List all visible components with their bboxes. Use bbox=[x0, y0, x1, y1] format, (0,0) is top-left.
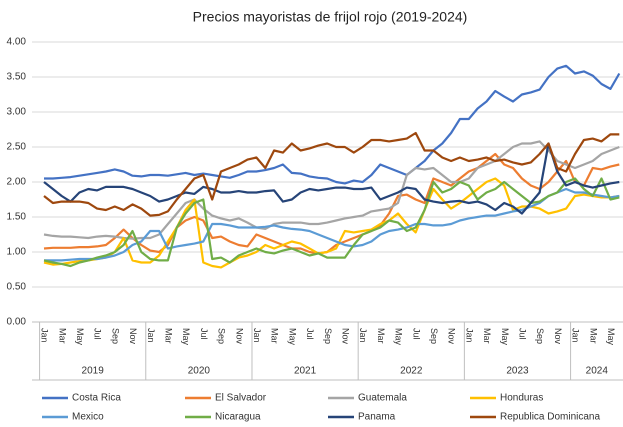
legend-label: Costa Rica bbox=[72, 393, 121, 404]
x-tick-label: Nov bbox=[341, 328, 351, 345]
x-tick-label: May bbox=[287, 328, 297, 346]
legend-label: Guatemala bbox=[358, 393, 407, 404]
x-tick-label: Mar bbox=[270, 328, 280, 344]
x-tick-label: May bbox=[181, 328, 191, 346]
x-tick-label: Jul bbox=[518, 328, 528, 340]
x-tick-label: Mar bbox=[376, 328, 386, 344]
x-tick-label: Sep bbox=[535, 328, 545, 344]
y-tick-label: 1.00 bbox=[7, 247, 27, 258]
year-label: 2024 bbox=[586, 366, 609, 377]
series-line bbox=[44, 64, 621, 185]
x-tick-label: Jan bbox=[358, 328, 368, 343]
x-tick-label: Sep bbox=[110, 328, 120, 344]
x-tick-label: Nov bbox=[553, 328, 563, 345]
series-line bbox=[43, 152, 620, 255]
y-tick-label: 0.50 bbox=[7, 282, 27, 293]
year-label: 2022 bbox=[400, 366, 423, 377]
year-label: 2019 bbox=[82, 366, 105, 377]
legend-label: Honduras bbox=[500, 393, 543, 404]
y-tick-label: 2.00 bbox=[7, 177, 27, 188]
x-tick-label: Mar bbox=[588, 328, 598, 344]
x-tick-label: Mar bbox=[164, 328, 174, 344]
legend-label: Panama bbox=[358, 412, 396, 423]
x-tick-label: Sep bbox=[217, 328, 227, 344]
y-tick-label: 4.00 bbox=[7, 37, 27, 48]
x-tick-label: Nov bbox=[447, 328, 457, 345]
y-tick-label: 0.00 bbox=[7, 317, 27, 328]
year-label: 2020 bbox=[188, 366, 211, 377]
y-tick-label: 2.50 bbox=[7, 142, 27, 153]
series-line bbox=[44, 187, 620, 262]
series-line bbox=[43, 131, 620, 217]
year-label: 2023 bbox=[506, 366, 529, 377]
year-label: 2021 bbox=[294, 366, 317, 377]
x-tick-label: Mar bbox=[482, 328, 492, 344]
x-tick-label: Jan bbox=[464, 328, 474, 343]
x-tick-label: Jan bbox=[252, 328, 262, 343]
x-tick-label: Jan bbox=[40, 328, 50, 343]
x-tick-label: Jul bbox=[93, 328, 103, 340]
series-line bbox=[43, 177, 620, 269]
x-tick-label: May bbox=[500, 328, 510, 346]
legend-label: Republica Dominicana bbox=[500, 412, 600, 423]
series-line bbox=[43, 140, 620, 240]
x-tick-label: Jul bbox=[411, 328, 421, 340]
y-tick-label: 3.00 bbox=[7, 107, 27, 118]
legend-label: Nicaragua bbox=[215, 412, 261, 423]
plot-area bbox=[43, 64, 621, 269]
x-tick-label: Jan bbox=[571, 328, 581, 343]
y-tick-label: 3.50 bbox=[7, 72, 27, 83]
x-tick-label: May bbox=[606, 328, 616, 346]
legend-label: Mexico bbox=[72, 412, 104, 423]
x-tick-label: May bbox=[394, 328, 404, 346]
series-line bbox=[43, 177, 620, 268]
x-tick-label: Jan bbox=[146, 328, 156, 343]
x-tick-label: Mar bbox=[57, 328, 67, 344]
chart-title: Precios mayoristas de frijol rojo (2019-… bbox=[193, 9, 468, 25]
x-tick-label: Sep bbox=[429, 328, 439, 344]
x-tick-label: Sep bbox=[323, 328, 333, 344]
x-tick-label: May bbox=[75, 328, 85, 346]
x-tick-label: Jul bbox=[305, 328, 315, 340]
legend-label: El Salvador bbox=[215, 393, 267, 404]
x-tick-label: Nov bbox=[128, 328, 138, 345]
x-tick-label: Jul bbox=[199, 328, 209, 340]
y-tick-label: 1.50 bbox=[7, 212, 27, 223]
series-line bbox=[43, 142, 620, 215]
x-tick-label: Nov bbox=[234, 328, 244, 345]
